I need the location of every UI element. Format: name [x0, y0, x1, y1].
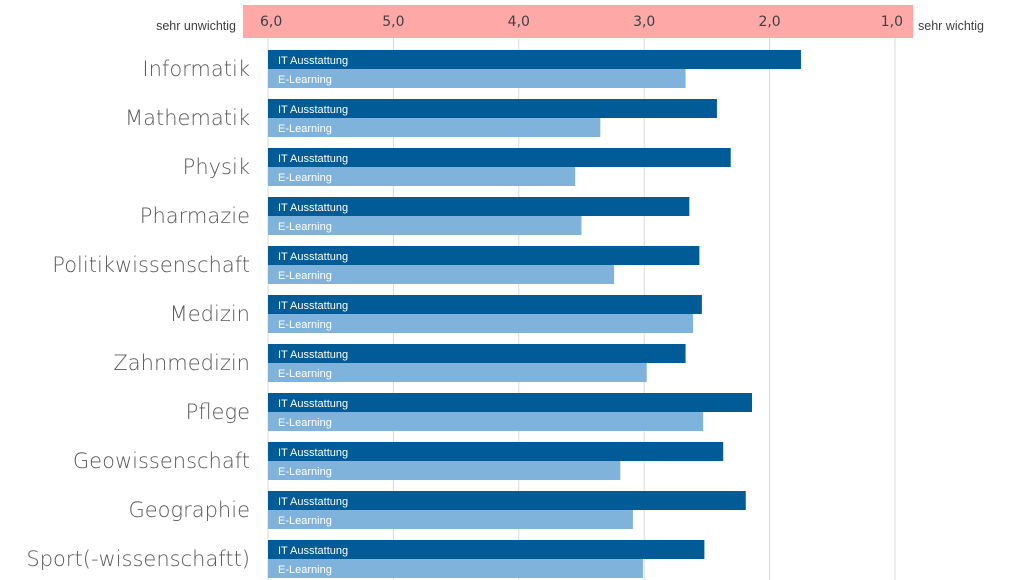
- bar-e-learning: [268, 559, 643, 578]
- bar-it-ausstattung: [268, 99, 717, 118]
- bar-e-learning: [268, 461, 621, 480]
- bar-series-label: IT Ausstattung: [278, 349, 348, 361]
- x-axis-ticks: 6,0 5,0 4,0 3,0 2,0 1,0: [260, 14, 903, 30]
- bar-series-label: IT Ausstattung: [278, 104, 348, 116]
- bar-series-label: IT Ausstattung: [278, 447, 348, 459]
- bar-series-label: E-Learning: [278, 368, 332, 380]
- x-tick-label: 4,0: [508, 14, 530, 30]
- bars: IT Ausstattung E-Learning IT Ausstattung E-…: [268, 50, 801, 578]
- bar-series-label: IT Ausstattung: [278, 398, 348, 410]
- category-label: Geowissenschaft: [73, 449, 250, 473]
- bar-e-learning: [268, 167, 576, 186]
- category-label: Pflege: [186, 400, 250, 424]
- bar-e-learning: [268, 69, 686, 88]
- bar-e-learning: [268, 412, 704, 431]
- bar-it-ausstattung: [268, 148, 731, 167]
- x-tick-label: 6,0: [260, 14, 282, 30]
- category-label: Politikwissenschaft: [52, 253, 250, 277]
- category-label: Geographie: [128, 498, 250, 522]
- category-label: Mathematik: [125, 106, 250, 130]
- axis-band: [243, 5, 913, 38]
- bar-series-label: E-Learning: [278, 123, 332, 135]
- bar-it-ausstattung: [268, 344, 686, 363]
- x-tick-label: 1,0: [881, 14, 903, 30]
- bar-it-ausstattung: [268, 197, 690, 216]
- bar-series-label: E-Learning: [278, 417, 332, 429]
- bar-it-ausstattung: [268, 50, 801, 69]
- bar-series-label: E-Learning: [278, 270, 332, 282]
- bar-e-learning: [268, 363, 647, 382]
- bar-it-ausstattung: [268, 491, 746, 510]
- bar-series-label: E-Learning: [278, 221, 332, 233]
- bar-series-label: E-Learning: [278, 515, 332, 527]
- category-label: Informatik: [142, 57, 250, 81]
- bar-series-label: IT Ausstattung: [278, 300, 348, 312]
- left-end-label: sehr unwichtig: [156, 19, 236, 33]
- bar-series-label: E-Learning: [278, 74, 332, 86]
- bar-series-label: E-Learning: [278, 466, 332, 478]
- category-label: Medizin: [170, 302, 250, 326]
- bar-e-learning: [268, 118, 601, 137]
- bar-series-label: IT Ausstattung: [278, 545, 348, 557]
- bar-series-label: IT Ausstattung: [278, 496, 348, 508]
- bar-it-ausstattung: [268, 246, 700, 265]
- bar-series-label: E-Learning: [278, 172, 332, 184]
- x-tick-label: 5,0: [382, 14, 404, 30]
- bar-e-learning: [268, 265, 615, 284]
- bar-e-learning: [268, 216, 582, 235]
- bar-e-learning: [268, 510, 633, 529]
- bar-series-label: IT Ausstattung: [278, 251, 348, 263]
- x-tick-label: 2,0: [758, 14, 780, 30]
- bar-series-label: IT Ausstattung: [278, 55, 348, 67]
- bar-series-label: E-Learning: [278, 564, 332, 576]
- bar-it-ausstattung: [268, 442, 724, 461]
- category-label: Sport(-wissenschaftt): [26, 547, 250, 571]
- bar-it-ausstattung: [268, 295, 702, 314]
- category-label: Physik: [183, 155, 250, 179]
- bar-series-label: IT Ausstattung: [278, 202, 348, 214]
- bar-series-label: E-Learning: [278, 319, 332, 331]
- category-labels: Informatik Mathematik Physik Pharmazie Polit…: [26, 57, 250, 571]
- bar-it-ausstattung: [268, 393, 753, 412]
- bar-e-learning: [268, 314, 694, 333]
- category-label: Zahnmedizin: [113, 351, 250, 375]
- bar-it-ausstattung: [268, 540, 705, 559]
- category-label: Pharmazie: [140, 204, 250, 228]
- x-tick-label: 3,0: [633, 14, 655, 30]
- bar-series-label: IT Ausstattung: [278, 153, 348, 165]
- right-end-label: sehr wichtig: [918, 19, 984, 33]
